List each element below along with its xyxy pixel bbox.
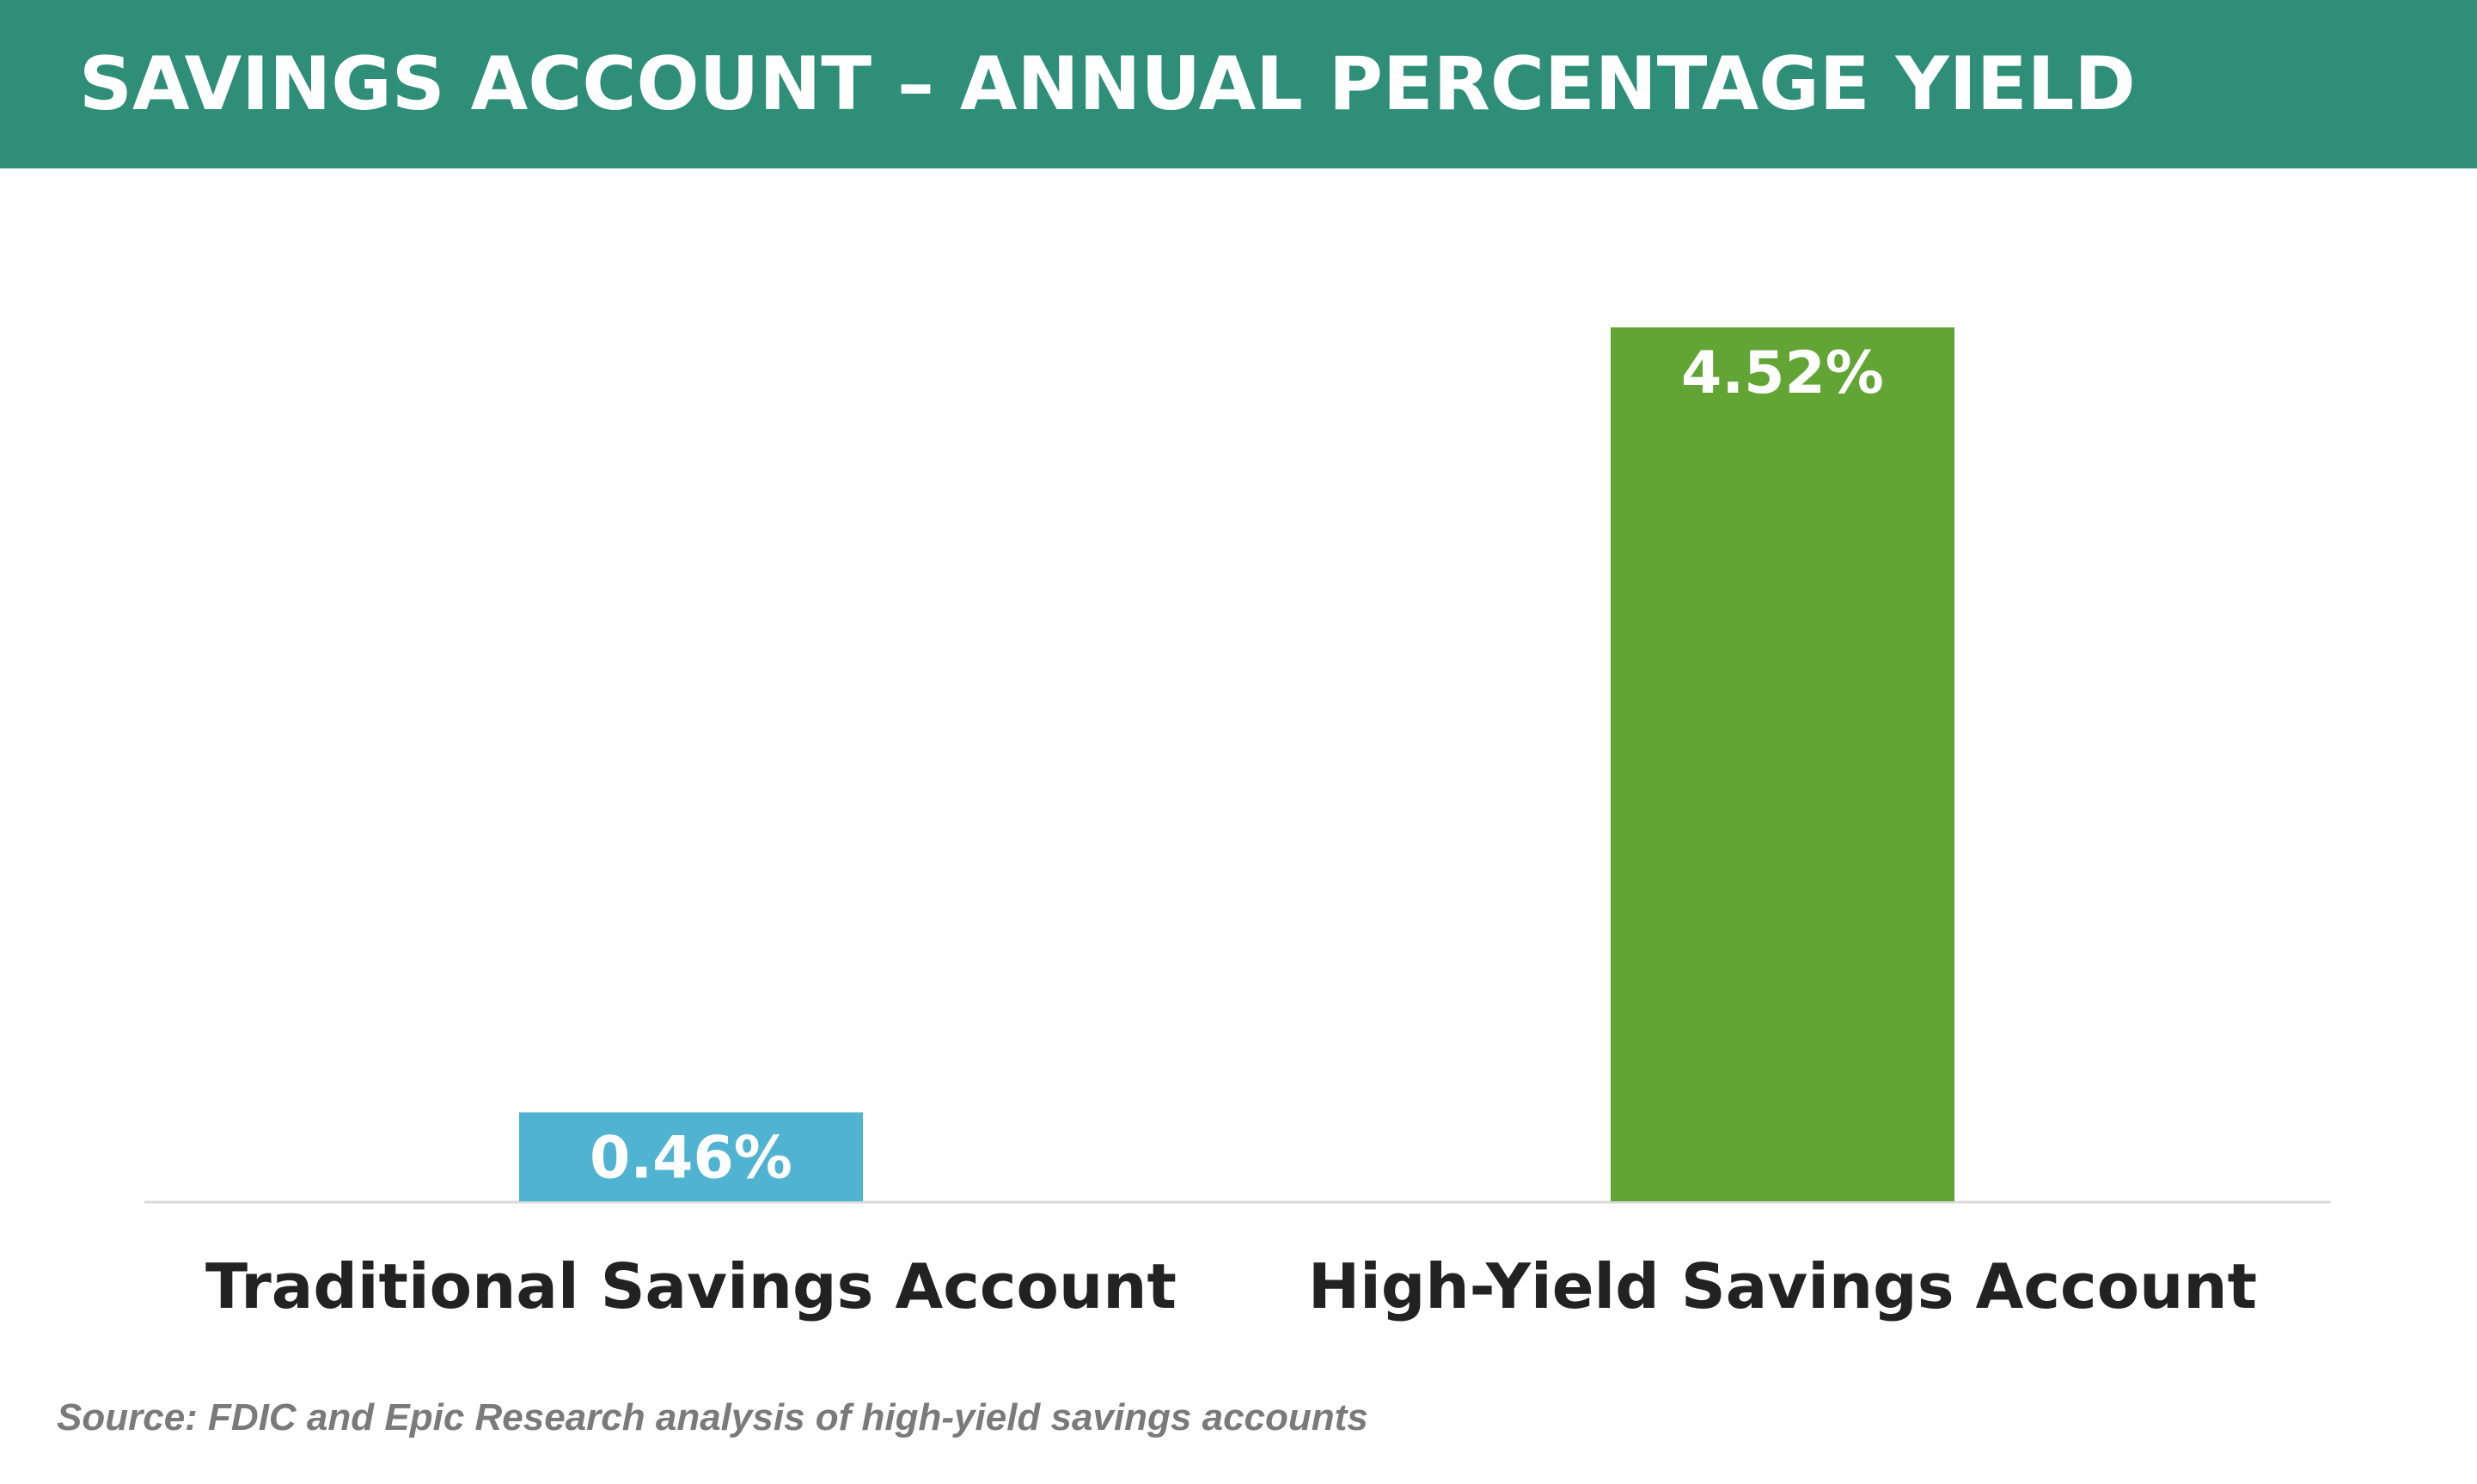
category-label-2: High-Yield Savings Account bbox=[1308, 1250, 2257, 1322]
source-note: Source: FDIC and Epic Research analysis … bbox=[57, 1396, 1368, 1438]
title-banner: SAVINGS ACCOUNT – ANNUAL PERCENTAGE YIEL… bbox=[0, 0, 2477, 168]
chart-title: SAVINGS ACCOUNT – ANNUAL PERCENTAGE YIEL… bbox=[79, 41, 2136, 127]
data-label-2: 4.52% bbox=[1681, 339, 1884, 407]
data-label-1: 0.46% bbox=[590, 1125, 792, 1193]
bar-1 bbox=[519, 1112, 863, 1201]
bar-2 bbox=[1611, 327, 1954, 1201]
bar-chart: 0.46% Traditional Savings Account 4.52% Hig… bbox=[144, 327, 2331, 1322]
category-label-1: Traditional Savings Account bbox=[205, 1250, 1177, 1322]
